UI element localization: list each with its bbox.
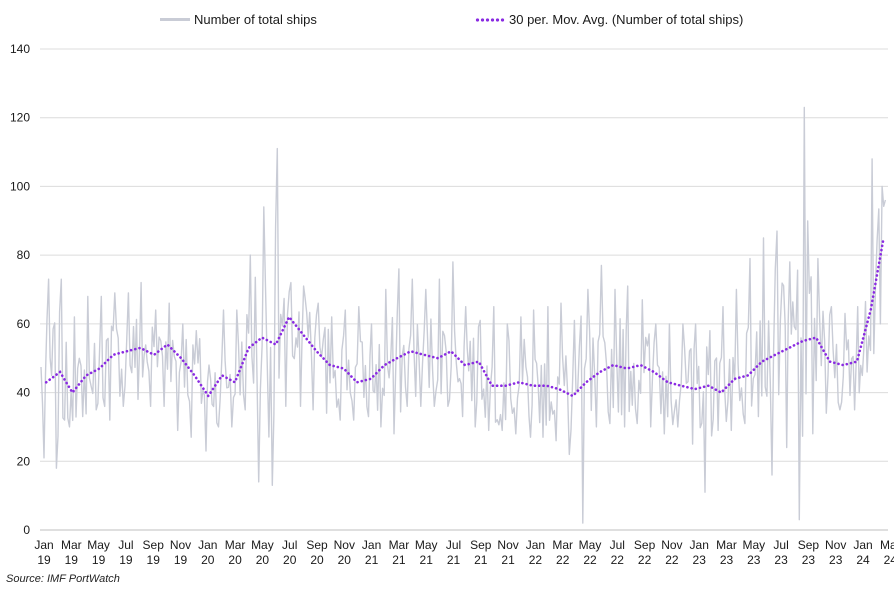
- x-tick-year: 20: [310, 553, 324, 567]
- x-tick-year: 21: [474, 553, 488, 567]
- y-tick-label: 60: [17, 317, 31, 331]
- x-tick-year: 21: [420, 553, 434, 567]
- legend-swatch-line: [160, 18, 190, 21]
- x-tick-year: 20: [338, 553, 352, 567]
- legend-label-total-ships: Number of total ships: [194, 12, 317, 27]
- y-tick-label: 100: [10, 179, 30, 193]
- x-tick-month: Sep: [143, 538, 165, 552]
- x-tick-year: 22: [583, 553, 597, 567]
- x-tick-month: Mar: [880, 538, 894, 552]
- x-tick-year: 23: [747, 553, 761, 567]
- y-tick-label: 20: [17, 454, 31, 468]
- x-axis: Jan19Mar19May19Jul19Sep19Nov19Jan20Mar20…: [34, 538, 894, 567]
- x-tick-month: Mar: [389, 538, 410, 552]
- x-tick-month: Nov: [497, 538, 518, 552]
- x-tick-year: 19: [92, 553, 106, 567]
- x-tick-month: May: [742, 538, 765, 552]
- x-tick-month: Mar: [225, 538, 246, 552]
- x-tick-year: 22: [611, 553, 625, 567]
- x-tick-year: 22: [529, 553, 543, 567]
- series-moving-average: [44, 236, 885, 399]
- x-tick-month: Nov: [334, 538, 355, 552]
- x-tick-year: 23: [693, 553, 707, 567]
- legend-label-moving-average: 30 per. Mov. Avg. (Number of total ships…: [509, 12, 744, 27]
- series-line-total-ships: [40, 106, 887, 524]
- x-tick-year: 19: [119, 553, 133, 567]
- x-tick-year: 23: [829, 553, 843, 567]
- x-tick-year: 23: [802, 553, 816, 567]
- y-axis: 0 20 40 60 80 100 120 140: [10, 42, 30, 537]
- y-tick-label: 140: [10, 42, 30, 56]
- x-tick-year: 22: [556, 553, 570, 567]
- x-tick-year: 19: [147, 553, 161, 567]
- series-total-ships: [40, 106, 887, 524]
- x-tick-month: May: [251, 538, 274, 552]
- legend-swatch-dots: [475, 17, 505, 22]
- gridlines: [40, 48, 888, 531]
- source-note: Source: IMF PortWatch: [6, 573, 120, 585]
- chart-legend: Number of total ships 30 per. Mov. Avg. …: [0, 12, 894, 32]
- x-tick-month: Jul: [773, 538, 788, 552]
- x-tick-month: Jul: [610, 538, 625, 552]
- x-tick-month: Mar: [552, 538, 573, 552]
- y-tick-label: 0: [23, 523, 30, 537]
- x-tick-year: 21: [392, 553, 406, 567]
- series-line-moving-average: [44, 236, 885, 399]
- y-tick-label: 120: [10, 111, 30, 125]
- x-tick-month: Jul: [118, 538, 133, 552]
- x-tick-year: 20: [228, 553, 242, 567]
- x-tick-month: May: [415, 538, 438, 552]
- x-tick-month: Sep: [634, 538, 656, 552]
- x-tick-year: 19: [37, 553, 51, 567]
- x-tick-year: 20: [256, 553, 270, 567]
- x-tick-month: Sep: [470, 538, 492, 552]
- x-tick-year: 20: [201, 553, 215, 567]
- x-tick-month: Mar: [716, 538, 737, 552]
- x-tick-year: 24: [856, 553, 870, 567]
- x-tick-year: 21: [447, 553, 461, 567]
- x-tick-month: Jul: [446, 538, 461, 552]
- legend-item-moving-average: 30 per. Mov. Avg. (Number of total ships…: [475, 12, 743, 27]
- x-tick-year: 24: [884, 553, 894, 567]
- x-tick-month: Nov: [825, 538, 846, 552]
- x-tick-year: 21: [365, 553, 379, 567]
- legend-item-total-ships: Number of total ships: [160, 12, 317, 27]
- x-tick-year: 22: [638, 553, 652, 567]
- x-tick-month: Nov: [170, 538, 191, 552]
- x-tick-month: Mar: [61, 538, 82, 552]
- x-tick-month: Nov: [661, 538, 682, 552]
- x-tick-month: Jul: [282, 538, 297, 552]
- y-tick-label: 80: [17, 248, 31, 262]
- x-tick-year: 23: [720, 553, 734, 567]
- x-tick-year: 23: [774, 553, 788, 567]
- y-tick-label: 40: [17, 386, 31, 400]
- x-tick-year: 20: [283, 553, 297, 567]
- x-tick-year: 19: [65, 553, 79, 567]
- x-tick-month: May: [87, 538, 110, 552]
- x-tick-month: Jan: [198, 538, 217, 552]
- x-tick-month: Sep: [798, 538, 820, 552]
- x-tick-year: 21: [501, 553, 515, 567]
- x-tick-month: May: [579, 538, 602, 552]
- x-tick-year: 19: [174, 553, 188, 567]
- x-tick-month: Jan: [526, 538, 545, 552]
- x-tick-month: Jan: [853, 538, 872, 552]
- x-tick-month: Jan: [362, 538, 381, 552]
- x-tick-month: Sep: [306, 538, 328, 552]
- x-tick-month: Jan: [690, 538, 709, 552]
- x-tick-year: 22: [665, 553, 679, 567]
- x-tick-month: Jan: [34, 538, 53, 552]
